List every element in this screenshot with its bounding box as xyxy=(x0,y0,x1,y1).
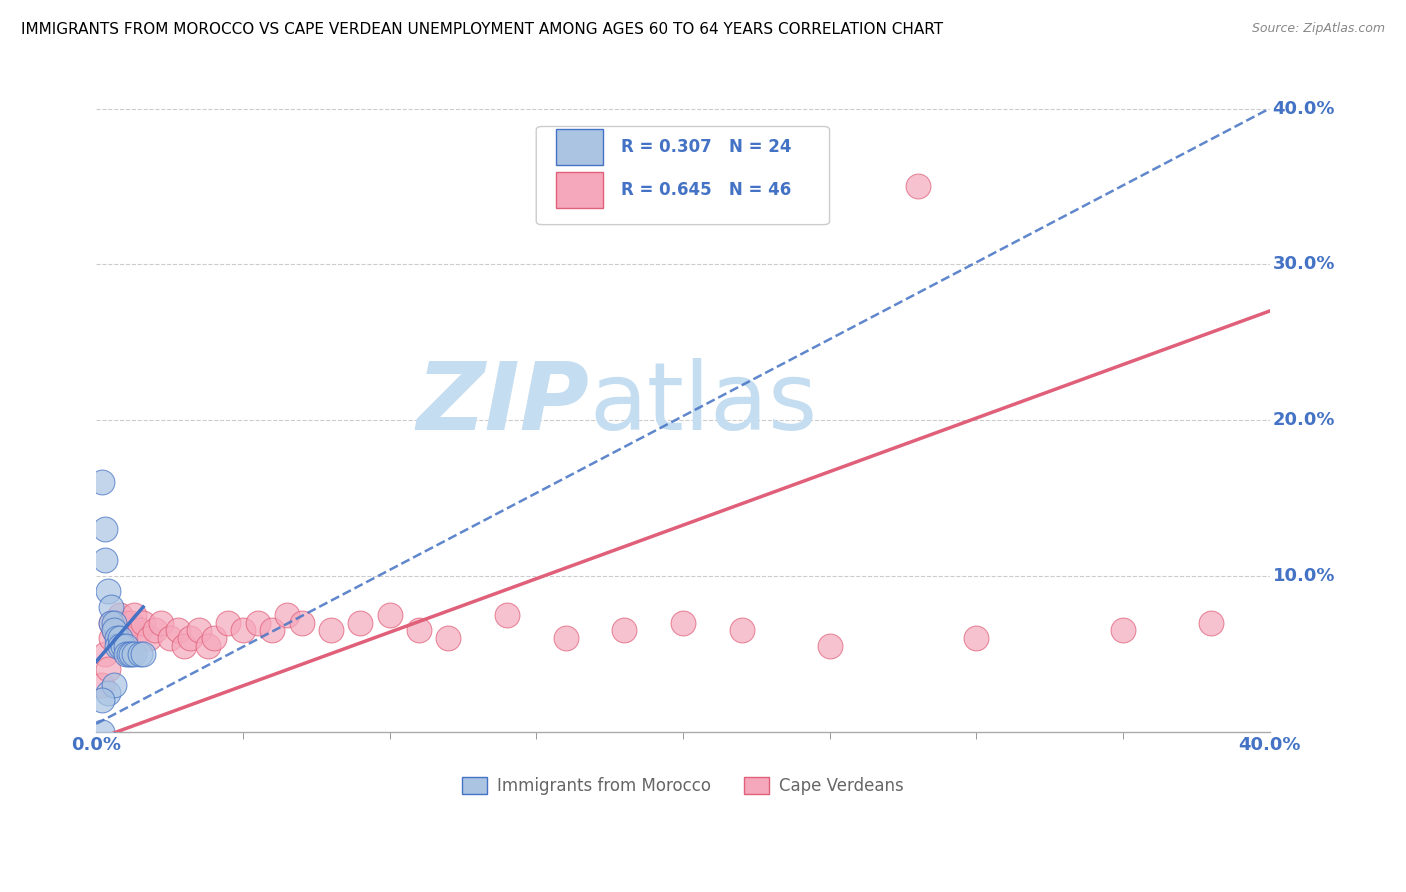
Point xyxy=(94,553,117,567)
Point xyxy=(349,615,371,630)
Legend: Immigrants from Morocco, Cape Verdeans: Immigrants from Morocco, Cape Verdeans xyxy=(456,770,911,802)
Text: 40.0%: 40.0% xyxy=(1272,100,1334,118)
Point xyxy=(179,631,201,645)
Point xyxy=(97,685,120,699)
Point xyxy=(108,631,131,645)
Point xyxy=(246,615,269,630)
Point xyxy=(103,678,125,692)
Point xyxy=(437,631,460,645)
Point xyxy=(408,624,430,638)
Point xyxy=(1112,624,1135,638)
Point xyxy=(94,647,117,661)
Point xyxy=(105,639,128,653)
Point xyxy=(100,631,122,645)
Point xyxy=(1199,615,1222,630)
Point xyxy=(132,615,155,630)
Point xyxy=(232,624,254,638)
Point xyxy=(262,624,284,638)
Point xyxy=(100,599,122,614)
Point xyxy=(108,607,131,622)
Point xyxy=(138,631,160,645)
Point xyxy=(120,647,142,661)
Point xyxy=(124,607,146,622)
Point xyxy=(173,639,195,653)
Point xyxy=(117,624,139,638)
Point xyxy=(159,631,181,645)
Point xyxy=(129,624,152,638)
Point xyxy=(91,693,114,707)
Point xyxy=(91,724,114,739)
Point xyxy=(105,615,128,630)
Point xyxy=(100,615,122,630)
Point xyxy=(100,615,122,630)
Point xyxy=(97,662,120,676)
Point xyxy=(197,639,219,653)
Point xyxy=(117,647,139,661)
Point xyxy=(103,624,125,638)
Text: R = 0.307   N = 24: R = 0.307 N = 24 xyxy=(620,137,792,155)
Point xyxy=(149,615,172,630)
Point xyxy=(167,624,190,638)
FancyBboxPatch shape xyxy=(557,128,603,164)
Point xyxy=(730,624,752,638)
Point xyxy=(818,639,841,653)
Point xyxy=(132,647,155,661)
Point xyxy=(129,647,152,661)
Point xyxy=(111,631,134,645)
Text: 30.0%: 30.0% xyxy=(1272,255,1334,273)
Point xyxy=(94,522,117,536)
Point xyxy=(114,647,136,661)
Point xyxy=(91,678,114,692)
Point xyxy=(378,607,401,622)
Point xyxy=(143,624,166,638)
Point xyxy=(613,624,636,638)
Point xyxy=(120,615,142,630)
Point xyxy=(108,639,131,653)
Text: R = 0.645   N = 46: R = 0.645 N = 46 xyxy=(620,180,792,199)
FancyBboxPatch shape xyxy=(536,127,830,225)
Point xyxy=(91,475,114,490)
Point xyxy=(103,624,125,638)
Point xyxy=(114,615,136,630)
Point xyxy=(290,615,312,630)
Text: Source: ZipAtlas.com: Source: ZipAtlas.com xyxy=(1251,22,1385,36)
Text: 20.0%: 20.0% xyxy=(1272,411,1334,429)
Point xyxy=(114,639,136,653)
Point xyxy=(103,615,125,630)
Point xyxy=(217,615,239,630)
Point xyxy=(319,624,342,638)
Point xyxy=(496,607,519,622)
Point xyxy=(672,615,695,630)
Point xyxy=(276,607,298,622)
Point xyxy=(97,584,120,599)
Text: ZIP: ZIP xyxy=(416,359,589,450)
Point xyxy=(554,631,576,645)
Point xyxy=(907,179,929,194)
Text: IMMIGRANTS FROM MOROCCO VS CAPE VERDEAN UNEMPLOYMENT AMONG AGES 60 TO 64 YEARS C: IMMIGRANTS FROM MOROCCO VS CAPE VERDEAN … xyxy=(21,22,943,37)
Text: 10.0%: 10.0% xyxy=(1272,566,1334,585)
FancyBboxPatch shape xyxy=(557,171,603,208)
Point xyxy=(187,624,209,638)
Point xyxy=(202,631,225,645)
Point xyxy=(111,639,134,653)
Point xyxy=(124,647,146,661)
Point xyxy=(965,631,987,645)
Point xyxy=(105,631,128,645)
Text: atlas: atlas xyxy=(589,359,817,450)
